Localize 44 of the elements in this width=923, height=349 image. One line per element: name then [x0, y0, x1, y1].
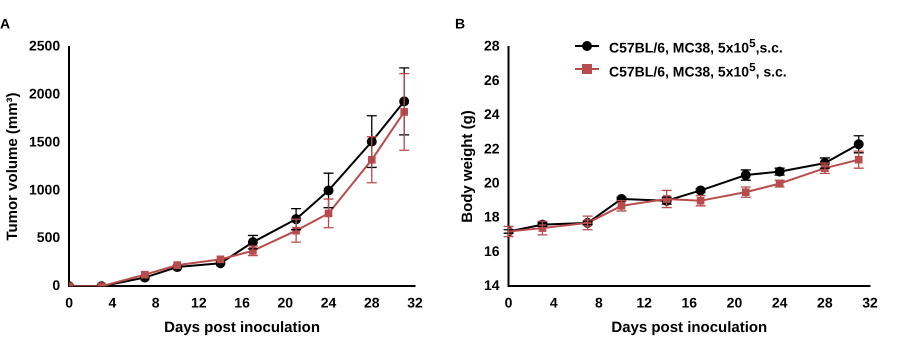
legend-label: C57BL/6, MC38, 5x10$^{5}$, s.c.	[609, 60, 787, 82]
x-tick-label: 4	[550, 294, 558, 310]
y-tick-label: 28	[484, 38, 500, 54]
y-axis-title: Tumor volume (mm³)	[4, 92, 22, 241]
x-tick-label: 4	[108, 294, 116, 310]
x-tick-label: 16	[681, 294, 698, 310]
chart-title: B	[455, 15, 466, 32]
y-tick-label: 2000	[28, 86, 60, 102]
y-tick-label: 1000	[28, 181, 60, 198]
y-tick-label: 0	[52, 277, 60, 294]
point	[324, 210, 332, 218]
x-tick-label: 24	[320, 294, 337, 310]
x-tick-label: 0	[504, 294, 513, 310]
y-tick-label: 22	[484, 140, 500, 156]
x-tick-label: 28	[817, 294, 833, 310]
x-axis-title: Days post inoculation	[164, 319, 320, 336]
x-tick-label: 12	[636, 294, 652, 310]
y-tick-label: 16	[484, 242, 500, 259]
y-tick-label: 26	[484, 72, 500, 88]
x-tick-label: 12	[191, 294, 207, 310]
x-tick-label: 32	[407, 294, 423, 310]
point	[216, 256, 224, 264]
y-tick-label: 1500	[28, 133, 60, 150]
legend-label: C57BL/6, MC38, 5x10$^{5}$,s.c.	[609, 36, 783, 58]
x-tick-label: 28	[364, 294, 380, 310]
chart-title: A	[0, 15, 10, 32]
y-tick-label: 18	[484, 208, 500, 225]
y-tick-label: 14	[484, 277, 500, 294]
x-tick-label: 16	[234, 294, 250, 310]
y-axis-title: Body weight (g)	[459, 110, 476, 223]
y-tick-label: 24	[484, 106, 500, 122]
x-tick-label: 20	[278, 294, 294, 310]
y-tick-label: 2500	[28, 38, 60, 54]
y-tick-label: 500	[36, 229, 60, 246]
x-tick-label: 8	[595, 294, 604, 310]
x-tick-label: 20	[726, 294, 742, 310]
point	[173, 261, 182, 269]
x-tick-label: 32	[862, 294, 878, 310]
x-axis-title: Days post inoculation	[611, 319, 768, 336]
x-tick-label: 0	[65, 294, 74, 310]
x-tick-label: 8	[152, 294, 160, 310]
y-tick-label: 20	[484, 174, 500, 190]
point	[140, 270, 149, 279]
x-tick-label: 24	[772, 294, 788, 310]
